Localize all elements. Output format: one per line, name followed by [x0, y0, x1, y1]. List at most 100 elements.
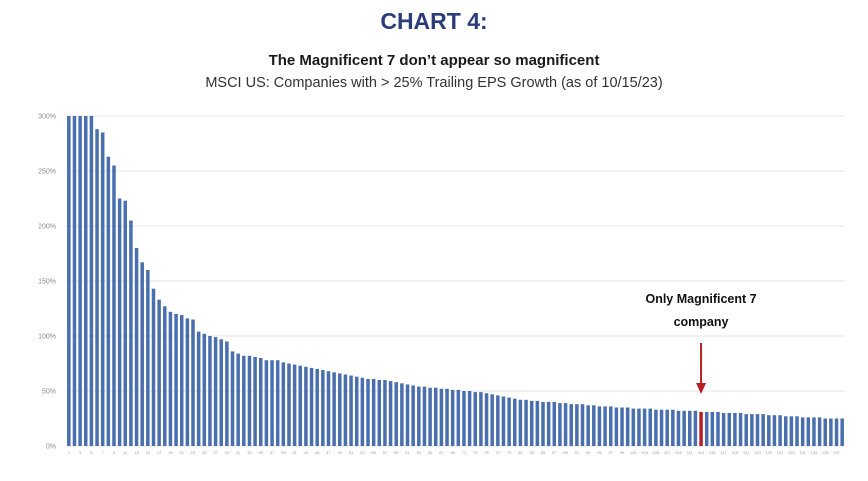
x-tick-label: 129 [788, 450, 795, 455]
bar [394, 382, 398, 446]
bar [225, 341, 229, 446]
bar [129, 220, 133, 446]
bar [750, 414, 754, 446]
bar [659, 409, 664, 446]
x-tick-label: 47 [326, 450, 331, 455]
y-tick-label: 150% [38, 279, 56, 286]
bar-series [67, 116, 844, 446]
bar [467, 391, 472, 446]
bar [174, 314, 178, 446]
x-tick-label: 7 [102, 450, 105, 455]
y-tick-label: 200% [38, 224, 56, 231]
x-tick-label: 57 [383, 450, 388, 455]
bar [445, 388, 449, 446]
bar [654, 409, 658, 446]
bar [608, 406, 613, 446]
bar [529, 400, 534, 446]
bar [546, 402, 551, 446]
bar [360, 377, 365, 446]
bar [563, 403, 568, 446]
bar [253, 356, 257, 446]
bar [642, 408, 647, 446]
bar [597, 406, 602, 446]
bar [603, 406, 607, 446]
bar [625, 407, 630, 446]
bar [168, 311, 173, 446]
bar [112, 165, 116, 446]
bar [682, 410, 686, 446]
x-tick-label: 49 [338, 450, 343, 455]
bar [496, 395, 500, 446]
bar [202, 333, 207, 446]
bar [586, 405, 590, 446]
x-tick-label: 11 [123, 450, 128, 455]
x-tick-label: 73 [473, 450, 478, 455]
x-tick-label: 29 [225, 450, 230, 455]
x-tick-label: 71 [462, 450, 467, 455]
x-tick-label: 83 [529, 450, 534, 455]
x-tick-label: 37 [270, 450, 275, 455]
bar [688, 410, 692, 446]
x-tick-label: 59 [394, 450, 399, 455]
x-tick-label: 17 [157, 450, 162, 455]
bar [772, 415, 777, 446]
bar [106, 156, 111, 446]
bar [648, 408, 652, 446]
y-axis: 0% 50% 100% 150% 200% 250% 300% [38, 114, 56, 451]
bar [755, 414, 760, 446]
bar [405, 384, 410, 446]
x-tick-label: 79 [507, 450, 512, 455]
bar [208, 336, 212, 446]
x-tick-label: 103 [641, 450, 648, 455]
x-tick-label: 127 [777, 450, 784, 455]
bar [479, 392, 483, 446]
x-tick-label: 109 [675, 450, 682, 455]
x-tick-label: 63 [417, 450, 422, 455]
chart-subtitle: MSCI US: Companies with > 25% Trailing E… [205, 75, 663, 91]
bar [377, 380, 382, 446]
bar [242, 355, 246, 446]
bar [332, 372, 336, 446]
bar [789, 416, 794, 446]
bar [823, 418, 827, 446]
bar [535, 400, 540, 446]
bar [230, 351, 235, 446]
bar [716, 411, 720, 446]
bar [219, 339, 223, 446]
x-tick-label: 39 [281, 450, 286, 455]
x-tick-label: 107 [664, 450, 671, 455]
x-tick-label: 23 [191, 450, 196, 455]
x-tick-label: 115 [709, 450, 716, 455]
x-tick-label: 69 [450, 450, 455, 455]
bar [247, 355, 252, 446]
bar [428, 387, 432, 446]
bar [829, 418, 833, 446]
bar [309, 367, 314, 446]
bar [710, 411, 715, 446]
x-tick-label: 87 [552, 450, 557, 455]
bar [259, 358, 263, 446]
bar [213, 337, 218, 446]
x-tick-label: 91 [575, 450, 580, 455]
bar [117, 198, 122, 446]
bar-highlighted [699, 411, 703, 446]
bar [298, 365, 303, 446]
x-tick-label: 89 [563, 450, 568, 455]
x-tick-label: 85 [541, 450, 546, 455]
x-tick-label: 21 [179, 450, 184, 455]
bar [490, 394, 494, 446]
bar [450, 389, 455, 446]
bar [264, 360, 269, 446]
bar [767, 415, 771, 446]
gridlines [66, 115, 845, 447]
bar [78, 116, 82, 446]
bar [422, 386, 427, 446]
y-tick-label: 100% [38, 334, 56, 341]
bar [575, 404, 579, 446]
x-tick-label: 31 [236, 450, 241, 455]
bar [140, 262, 144, 446]
bar [693, 410, 698, 446]
bar [163, 306, 167, 446]
bar [67, 116, 71, 446]
